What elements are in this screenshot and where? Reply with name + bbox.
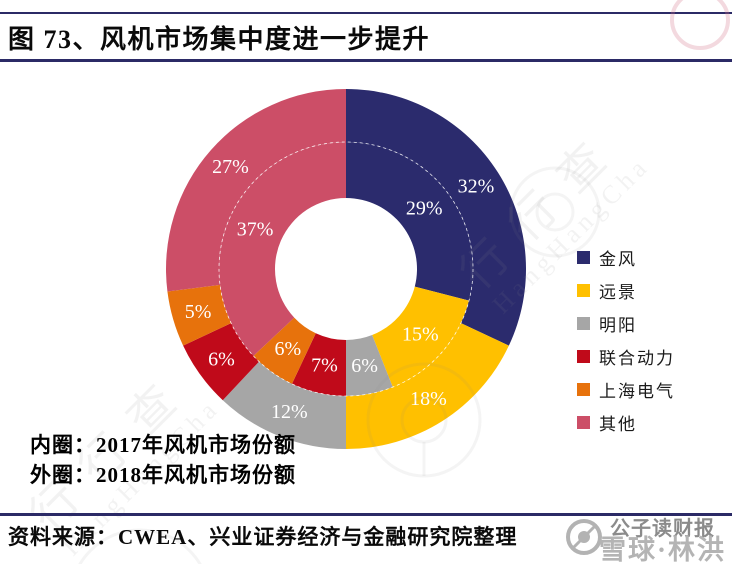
legend-swatch-icon: [577, 383, 590, 396]
donut-slice-outer-远景: [346, 323, 509, 449]
slice-label-outer-上海电气: 5%: [185, 301, 212, 323]
donut-slice-outer-上海电气: [167, 284, 232, 346]
watermark-overlay-small: 公子读财报: [610, 518, 715, 540]
slice-label-outer-金风: 32%: [458, 176, 495, 198]
outer-ring-caption: 外圈：2018年风机市场份额: [30, 463, 296, 487]
ring-captions: 内圈：2017年风机市场份额 外圈：2018年风机市场份额: [30, 430, 296, 490]
chart-legend: 金风远景明阳联合动力上海电气其他: [577, 241, 675, 439]
slice-label-inner-联合动力: 7%: [311, 355, 338, 377]
donut-slice-inner-联合动力: [291, 333, 346, 396]
legend-label: 联合动力: [599, 349, 675, 368]
donut-slice-inner-上海电气: [253, 317, 316, 384]
legend-item-远景: 远景: [577, 274, 675, 307]
slice-label-inner-金风: 29%: [406, 197, 443, 219]
donut-slice-inner-明阳: [346, 335, 393, 396]
legend-label: 远景: [599, 283, 637, 302]
donut-slice-inner-其他: [218, 142, 346, 356]
legend-item-明阳: 明阳: [577, 307, 675, 340]
top-rule: [0, 12, 732, 14]
inner-ring-caption: 内圈：2017年风机市场份额: [30, 433, 296, 457]
slice-label-outer-明阳: 12%: [271, 401, 308, 423]
slice-label-inner-其他: 37%: [237, 219, 274, 241]
slice-label-outer-联合动力: 6%: [208, 349, 235, 371]
footer-rule: [0, 513, 732, 516]
legend-label: 明阳: [599, 316, 637, 335]
ring-separator: [218, 141, 474, 397]
legend-swatch-icon: [577, 251, 590, 264]
slice-label-inner-上海电气: 6%: [274, 338, 301, 360]
donut-slice-outer-金风: [346, 89, 526, 346]
legend-label: 上海电气: [599, 382, 675, 401]
legend-swatch-icon: [577, 284, 590, 297]
legend-label: 其他: [599, 415, 637, 434]
source-note: 资料来源：CWEA、兴业证券经济与金融研究院整理: [8, 525, 518, 549]
donut-slice-outer-明阳: [222, 361, 346, 449]
xueqiu-logo-icon: [566, 519, 602, 555]
legend-item-联合动力: 联合动力: [577, 340, 675, 373]
watermark-overlay-large: 雪球·林洪: [599, 535, 727, 564]
legend-item-其他: 其他: [577, 406, 675, 439]
legend-swatch-icon: [577, 317, 590, 330]
donut-slice-inner-远景: [372, 286, 470, 388]
slice-label-inner-远景: 15%: [402, 324, 439, 346]
legend-item-金风: 金风: [577, 241, 675, 274]
legend-label: 金风: [599, 250, 637, 269]
donut-slice-outer-其他: [166, 89, 346, 292]
legend-swatch-icon: [577, 416, 590, 429]
donut-slice-inner-金风: [346, 142, 473, 301]
title-rule: [0, 59, 732, 62]
legend-swatch-icon: [577, 350, 590, 363]
slice-label-outer-远景: 18%: [410, 388, 447, 410]
donut-chart: 29% 15% 6% 7% 6% 37% 32% 18% 12% 6% 5% 27%: [166, 89, 526, 449]
donut-slice-outer-联合动力: [183, 323, 260, 401]
slice-label-outer-其他: 27%: [212, 156, 249, 178]
figure-title: 图 73、风机市场集中度进一步提升: [8, 25, 431, 54]
slice-label-inner-明阳: 6%: [351, 355, 378, 377]
legend-item-上海电气: 上海电气: [577, 373, 675, 406]
